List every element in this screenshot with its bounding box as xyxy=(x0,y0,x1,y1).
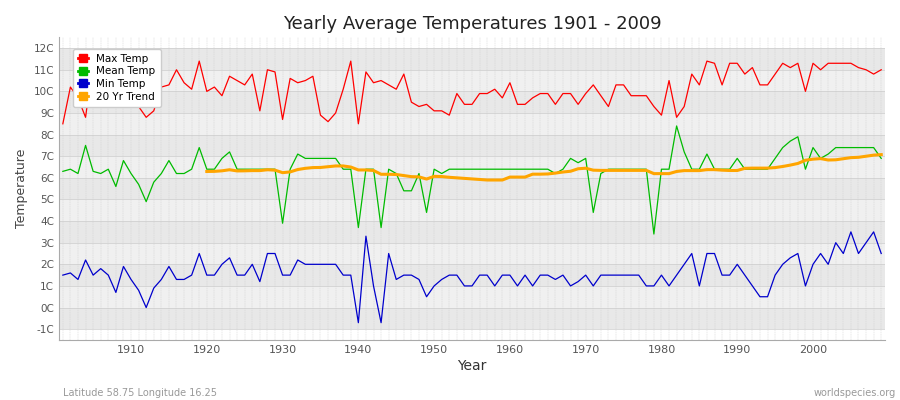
Bar xyxy=(59,48,885,70)
Bar xyxy=(59,156,885,178)
Legend: Max Temp, Mean Temp, Min Temp, 20 Yr Trend: Max Temp, Mean Temp, Min Temp, 20 Yr Tre… xyxy=(73,48,161,107)
Bar xyxy=(59,221,885,243)
X-axis label: Year: Year xyxy=(457,359,487,373)
Title: Yearly Average Temperatures 1901 - 2009: Yearly Average Temperatures 1901 - 2009 xyxy=(283,15,662,33)
Bar xyxy=(59,286,885,308)
Bar xyxy=(59,70,885,91)
Bar xyxy=(59,308,885,329)
Bar xyxy=(59,178,885,200)
Bar xyxy=(59,243,885,264)
Text: Latitude 58.75 Longitude 16.25: Latitude 58.75 Longitude 16.25 xyxy=(63,388,217,398)
Text: worldspecies.org: worldspecies.org xyxy=(814,388,896,398)
Y-axis label: Temperature: Temperature xyxy=(15,149,28,228)
Bar xyxy=(59,91,885,113)
Bar xyxy=(59,264,885,286)
Bar xyxy=(59,113,885,135)
Bar xyxy=(59,200,885,221)
Bar xyxy=(59,135,885,156)
